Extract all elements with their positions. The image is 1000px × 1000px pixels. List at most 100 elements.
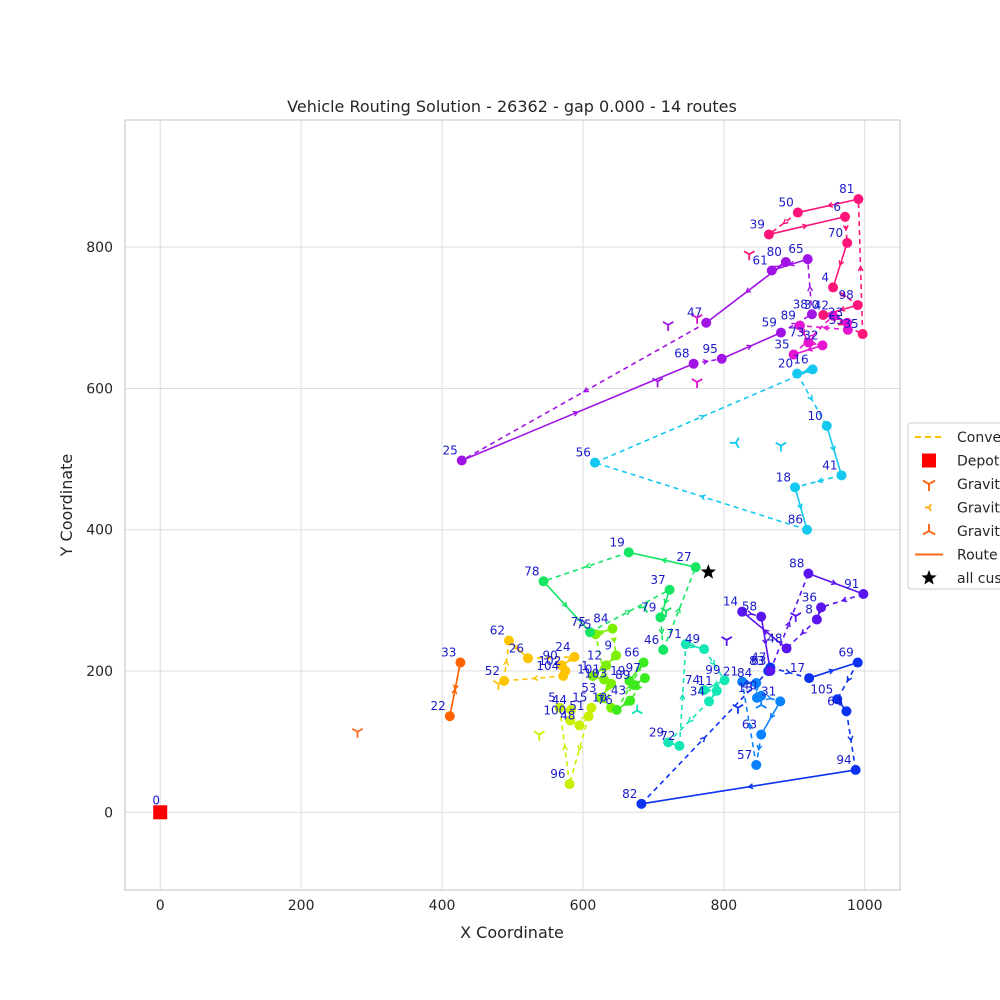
- customer-point: [807, 364, 818, 375]
- customer-point: [792, 368, 803, 379]
- customer-id-label: 56: [576, 446, 591, 460]
- customer-id-label: 41: [822, 458, 837, 472]
- customer-id-label: 12: [587, 648, 602, 662]
- customer-id-label: 31: [761, 684, 776, 698]
- customer-point: [806, 309, 817, 320]
- y-tick-label: 200: [86, 664, 113, 680]
- customer-point: [828, 282, 839, 293]
- customer-point: [802, 254, 813, 265]
- route-arrow: [584, 562, 592, 569]
- customer-id-label: 62: [490, 624, 505, 638]
- customer-id-label: 86: [788, 513, 803, 527]
- customer-id-label: 5: [548, 691, 556, 705]
- customer-id-label: 47: [687, 306, 702, 320]
- customer-points: [153, 194, 869, 820]
- customer-point: [699, 644, 710, 655]
- customer-point: [538, 576, 549, 587]
- customer-point: [816, 602, 827, 613]
- route-segment: [527, 656, 575, 660]
- x-tick-label: 600: [570, 898, 597, 914]
- customer-id-label: 33: [441, 646, 456, 660]
- route-arrow: [744, 287, 752, 294]
- customer-id-label: 97: [626, 661, 641, 675]
- x-tick-label: 200: [288, 898, 315, 914]
- customer-id-label: 63: [751, 654, 766, 668]
- route-arrow: [660, 557, 668, 564]
- customer-id-label: 63: [742, 718, 757, 732]
- customer-point: [756, 729, 767, 740]
- customer-id-label: 52: [485, 664, 500, 678]
- customer-id-label: 34: [690, 684, 705, 698]
- legend-swatch-gravity: [925, 503, 932, 512]
- x-tick-label: 1000: [847, 898, 883, 914]
- customer-id-label: 35: [843, 317, 858, 331]
- customer-id-label: 44: [552, 693, 567, 707]
- customer-id-label: 43: [611, 684, 626, 698]
- y-tick-label: 600: [86, 381, 113, 397]
- route-arrow: [846, 675, 853, 683]
- route-arrow: [822, 325, 829, 332]
- route-segment: [568, 716, 590, 785]
- route-arrow: [687, 716, 694, 723]
- customer-id-label: 19: [609, 535, 624, 549]
- customer-point: [565, 715, 576, 726]
- customer-id-label: 4: [821, 270, 829, 284]
- legend: Conve Depot Gravit Gravit Gravit Route all cus: [907, 422, 1000, 590]
- customer-id-label: 8: [805, 602, 813, 616]
- route-arrow: [765, 694, 773, 701]
- customer-id-label: 48: [560, 708, 575, 722]
- customer-id-label: 30: [804, 298, 819, 312]
- customer-id-label: 10: [592, 691, 607, 705]
- legend-swatch-star: [921, 570, 937, 585]
- customer-id-label: 18: [776, 470, 791, 484]
- customer-point: [664, 584, 675, 595]
- customer-point: [523, 653, 533, 664]
- route-arrow: [835, 314, 842, 321]
- customer-point: [601, 660, 612, 671]
- customer-id-label: 68: [674, 347, 689, 361]
- customer-point: [766, 265, 777, 276]
- customer-point: [788, 349, 799, 360]
- customer-point: [701, 317, 712, 328]
- route-arrow: [830, 579, 838, 586]
- route-arrow: [857, 265, 864, 272]
- customer-id-label: 99: [705, 663, 720, 677]
- route-arrow: [702, 358, 710, 365]
- legend-label: Depot: [957, 454, 1000, 470]
- customer-point: [623, 547, 634, 558]
- legend-label: all cus: [957, 571, 1000, 587]
- route-arrow: [577, 745, 584, 752]
- route-arrow: [709, 659, 716, 666]
- route-segment: [794, 474, 842, 489]
- route-arrow: [689, 642, 697, 649]
- customer-id-label: 75: [571, 615, 586, 629]
- route-segment: [461, 322, 707, 462]
- route-arrow: [800, 628, 807, 635]
- customer-point: [803, 568, 814, 579]
- customer-id-label: 74: [685, 673, 700, 687]
- customer-id-label: 21: [723, 665, 738, 679]
- customer-id-label: 64: [827, 694, 842, 708]
- customer-id-label: 90: [543, 648, 558, 662]
- customer-point: [711, 685, 722, 696]
- customer-point: [444, 711, 455, 722]
- customer-point: [737, 676, 748, 687]
- route-arrow: [830, 445, 836, 453]
- customer-point: [775, 327, 786, 338]
- customer-id-label: 32: [803, 328, 818, 342]
- customer-id-label: 6: [833, 200, 841, 214]
- customer-id-label: 88: [789, 557, 804, 571]
- y-axis-label: Y Coordinate: [57, 454, 76, 558]
- customer-point: [840, 211, 851, 222]
- customer-id-label: 84: [737, 666, 752, 680]
- customer-point: [680, 639, 691, 650]
- customer-id-label: 72: [660, 729, 675, 743]
- customer-point: [704, 696, 715, 707]
- route-arrow: [698, 414, 706, 421]
- customer-id-label: 95: [702, 342, 717, 356]
- customer-id-label: 9: [604, 638, 612, 652]
- customer-point: [503, 635, 514, 646]
- customer-point: [852, 300, 863, 311]
- y-tick-label: 0: [104, 805, 113, 821]
- customer-point: [756, 690, 767, 701]
